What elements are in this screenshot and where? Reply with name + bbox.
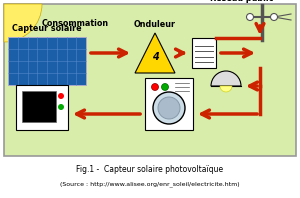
Wedge shape — [220, 86, 232, 92]
Circle shape — [153, 92, 185, 124]
FancyBboxPatch shape — [8, 37, 86, 85]
Text: Onduleur: Onduleur — [134, 20, 176, 29]
Circle shape — [58, 93, 64, 99]
FancyBboxPatch shape — [22, 91, 56, 122]
Text: Fig.1 -  Capteur solaire photovoltaïque: Fig.1 - Capteur solaire photovoltaïque — [76, 166, 224, 174]
Circle shape — [161, 84, 169, 90]
Circle shape — [152, 84, 158, 90]
FancyBboxPatch shape — [16, 85, 68, 130]
Circle shape — [271, 13, 278, 21]
FancyBboxPatch shape — [145, 78, 193, 130]
FancyBboxPatch shape — [192, 38, 216, 68]
Wedge shape — [211, 71, 241, 86]
Text: 4: 4 — [152, 52, 158, 62]
Polygon shape — [135, 33, 175, 73]
Circle shape — [58, 104, 64, 110]
Text: (Source : http://www.alisee.org/enr_soleil/electricite.htm): (Source : http://www.alisee.org/enr_sole… — [60, 181, 240, 187]
Circle shape — [247, 13, 254, 21]
Text: Capteur solaire: Capteur solaire — [12, 24, 82, 33]
Wedge shape — [4, 4, 42, 42]
Circle shape — [158, 97, 180, 119]
Text: Consommation: Consommation — [41, 19, 109, 29]
Text: Réseau public: Réseau public — [210, 0, 274, 3]
FancyBboxPatch shape — [4, 4, 296, 156]
